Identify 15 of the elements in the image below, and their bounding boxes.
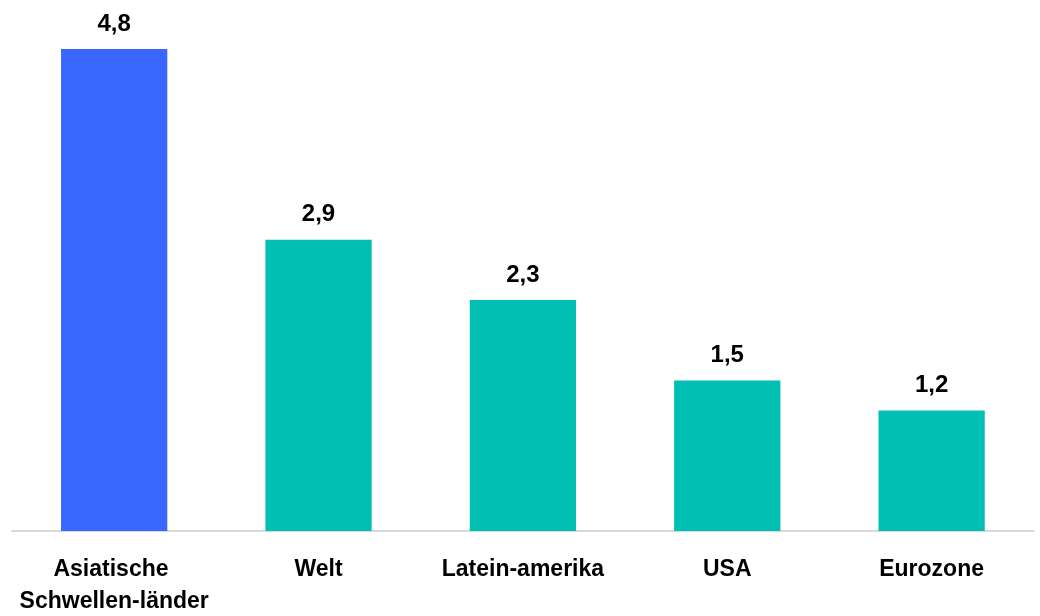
bar: [878, 410, 985, 531]
data-label: 1,2: [914, 370, 949, 397]
data-label: 4,8: [97, 8, 131, 36]
bar: [265, 239, 372, 531]
data-label: 2,9: [301, 199, 336, 227]
x-tick-label: USA: [702, 555, 752, 581]
bar: [674, 380, 781, 531]
x-tick-label: Asiatische Schwellen-länder: [19, 555, 209, 613]
x-tick-label: Eurozone: [879, 555, 985, 581]
data-label: 2,3: [506, 259, 540, 287]
x-tick-label: Welt: [294, 555, 343, 581]
data-label: 1,5: [710, 339, 744, 367]
x-tick-label: Latein-amerika: [441, 555, 605, 581]
bar: [61, 49, 168, 531]
bar: [469, 300, 577, 531]
